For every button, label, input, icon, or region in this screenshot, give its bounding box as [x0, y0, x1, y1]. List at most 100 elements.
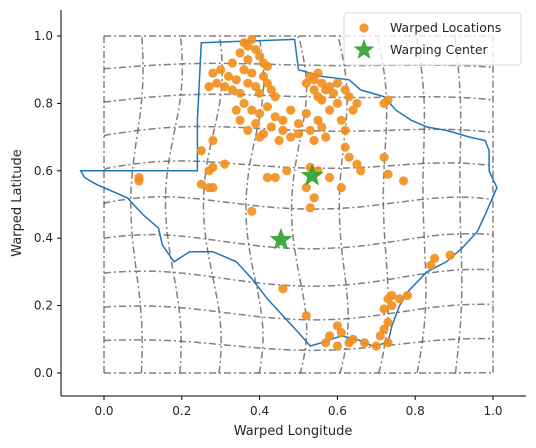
location-point — [340, 85, 350, 95]
grid-line-vertical — [453, 35, 463, 374]
location-point — [266, 85, 276, 95]
grid-line-vertical — [415, 35, 427, 374]
grid-line-horizontal — [103, 160, 494, 171]
location-point — [336, 183, 346, 193]
location-point — [313, 115, 323, 125]
location-point — [305, 125, 315, 135]
y-axis-label: Warped Latitude — [10, 149, 25, 256]
location-point — [270, 92, 280, 102]
location-point — [231, 75, 241, 85]
location-point — [379, 304, 389, 314]
location-point — [395, 294, 405, 304]
legend-label-locations: Warped Locations — [390, 20, 501, 35]
location-point — [332, 78, 342, 88]
location-point — [223, 71, 234, 81]
location-point — [282, 166, 292, 176]
location-point — [262, 61, 272, 71]
location-point — [251, 44, 261, 55]
location-point — [344, 92, 354, 102]
location-point — [325, 331, 335, 341]
location-point — [208, 68, 218, 78]
x-tick-label: 0.2 — [172, 404, 191, 418]
location-point — [278, 115, 288, 125]
location-point — [243, 78, 253, 88]
location-point — [239, 65, 249, 75]
grid-line-horizontal — [103, 268, 494, 287]
y-tick-label: 0.0 — [34, 366, 53, 380]
location-point — [293, 129, 304, 139]
y-tick-label: 0.2 — [34, 299, 53, 313]
location-point — [227, 85, 237, 95]
location-point — [286, 105, 296, 115]
legend-box — [343, 12, 522, 66]
legend-dot-locations — [359, 23, 369, 33]
location-point — [204, 82, 214, 92]
location-point — [325, 82, 335, 92]
location-point — [278, 284, 288, 294]
location-point — [325, 172, 335, 183]
location-point — [344, 338, 354, 348]
location-point — [270, 172, 280, 183]
grid-line-horizontal — [103, 232, 494, 250]
location-point — [379, 98, 389, 108]
location-point — [196, 179, 206, 189]
location-point — [332, 321, 342, 331]
location-point — [344, 152, 354, 162]
location-point — [243, 55, 253, 65]
location-point — [387, 301, 397, 311]
location-point — [379, 152, 389, 162]
legend-star-center — [353, 39, 375, 59]
location-point — [247, 105, 257, 115]
x-axis-label: Warped Longitude — [234, 424, 353, 439]
location-point — [220, 159, 230, 169]
location-point — [321, 338, 331, 348]
location-point — [309, 75, 319, 85]
stars-layer — [269, 163, 324, 250]
location-point — [251, 119, 261, 129]
location-point — [262, 172, 272, 183]
location-point — [321, 132, 331, 142]
grid-line-horizontal — [103, 93, 494, 103]
legend-marker-locations — [359, 23, 369, 33]
location-point — [301, 108, 311, 119]
location-point — [243, 41, 253, 51]
x-tick-label: 0.6 — [328, 404, 347, 418]
location-point — [227, 58, 237, 68]
location-point — [360, 338, 370, 348]
location-point — [309, 193, 319, 203]
location-point — [208, 183, 218, 193]
legend-label-center: Warping Center — [390, 42, 489, 57]
legend: Warped Locations Warping Center — [343, 12, 522, 66]
grid-line-horizontal — [103, 62, 494, 70]
location-point — [336, 328, 346, 338]
location-point — [301, 311, 311, 321]
location-point — [383, 169, 393, 179]
location-point — [445, 250, 455, 260]
location-point — [398, 176, 409, 186]
location-point — [325, 105, 335, 115]
grid-line-horizontal — [103, 196, 494, 210]
x-ticks: 0.0 0.2 0.4 0.6 0.8 1.0 — [94, 396, 503, 418]
location-point — [212, 78, 222, 88]
location-point — [317, 78, 327, 88]
x-tick-label: 0.0 — [94, 404, 113, 418]
location-point — [286, 132, 296, 142]
location-point — [247, 68, 257, 78]
location-point — [258, 71, 269, 81]
location-point — [196, 146, 206, 156]
location-point — [216, 65, 226, 75]
location-point — [348, 105, 358, 115]
location-point — [278, 125, 288, 135]
location-point — [262, 102, 272, 112]
legend-marker-center — [353, 39, 375, 59]
grid-line-horizontal — [103, 303, 494, 321]
location-point — [208, 135, 218, 146]
location-point — [371, 341, 381, 351]
x-tick-label: 0.4 — [250, 404, 269, 418]
location-point — [255, 108, 265, 119]
location-point — [134, 176, 144, 186]
location-point — [356, 166, 366, 176]
location-point — [270, 112, 280, 122]
location-point — [305, 203, 315, 213]
